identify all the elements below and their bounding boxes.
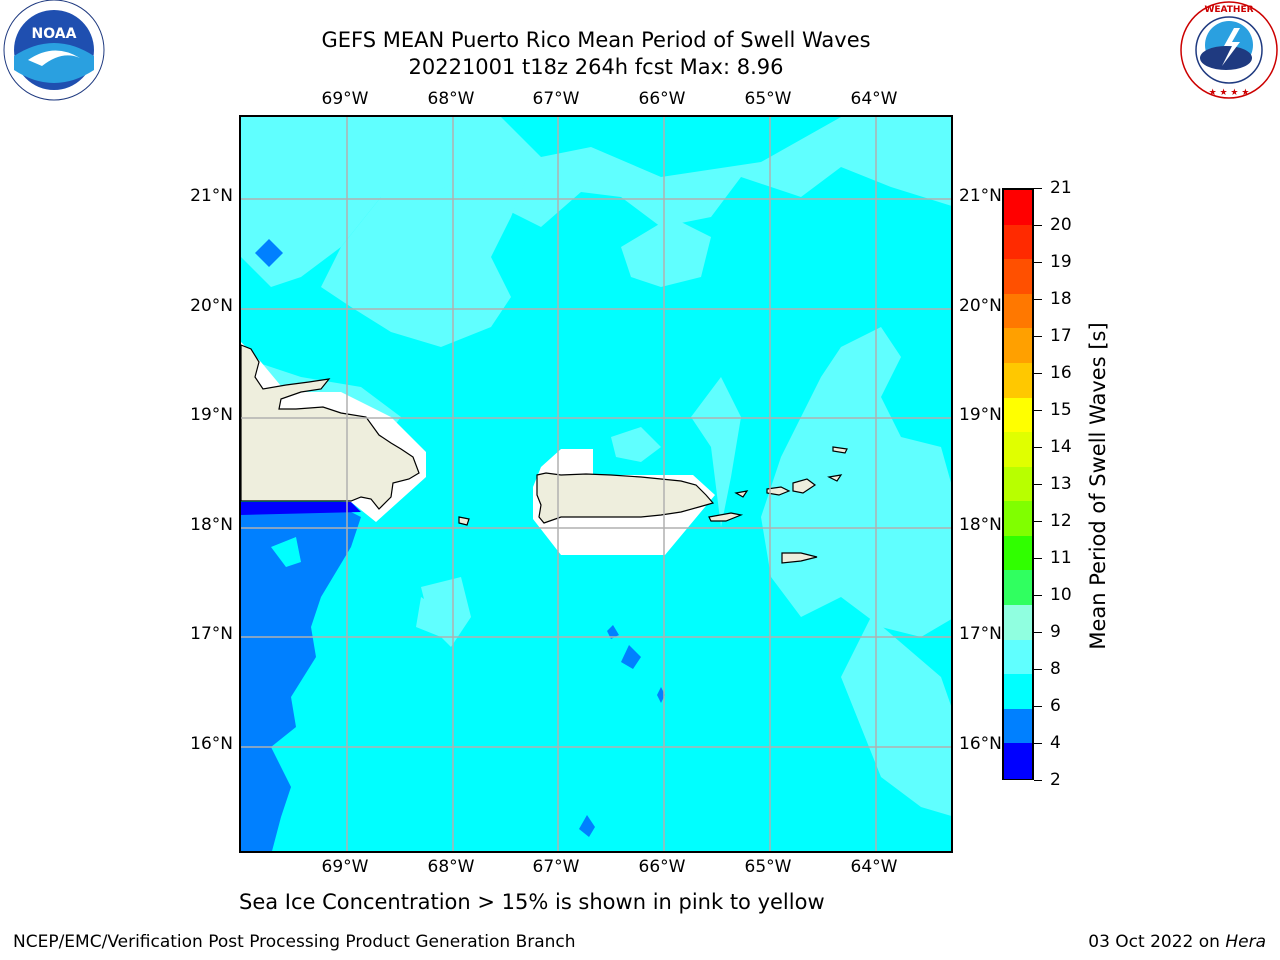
colorbar-tick: [1034, 447, 1042, 448]
lat-label-left: 16°N: [190, 734, 233, 754]
lat-label-right: 19°N: [959, 405, 1002, 425]
colorbar: [1002, 188, 1034, 780]
lon-label-bottom: 69°W: [321, 857, 369, 877]
map-frame[interactable]: [239, 115, 953, 853]
lon-label-bottom: 66°W: [638, 857, 686, 877]
colorbar-tick: [1034, 410, 1042, 411]
lon-label-top: 69°W: [321, 89, 369, 109]
small-islands: [458, 446, 848, 564]
colorbar-tick-label: 14: [1050, 437, 1072, 457]
map-title: GEFS MEAN Puerto Rico Mean Period of Swe…: [321, 28, 871, 52]
colorbar-tick-label: 2: [1050, 770, 1061, 790]
colorbar-tick-label: 13: [1050, 474, 1072, 494]
colorbar-tick: [1034, 706, 1042, 707]
lat-label-left: 19°N: [190, 405, 233, 425]
lat-label-right: 16°N: [959, 734, 1002, 754]
colorbar-title: Mean Period of Swell Waves [s]: [1086, 322, 1110, 650]
lon-label-top: 68°W: [427, 89, 475, 109]
lat-label-left: 21°N: [190, 186, 233, 206]
colorbar-tick: [1034, 743, 1042, 744]
colorbar-tick-label: 17: [1050, 326, 1072, 346]
colorbar-segment: [1004, 224, 1032, 260]
map-subtitle: 20221001 t18z 264h fcst Max: 8.96: [408, 55, 784, 79]
lon-label-top: 64°W: [850, 89, 898, 109]
nws-logo: WEATHER ★ ★ ★ ★: [1178, 0, 1280, 100]
lat-label-right: 21°N: [959, 186, 1002, 206]
lat-label-left: 17°N: [190, 624, 233, 644]
colorbar-tick-label: 18: [1050, 289, 1072, 309]
colorbar-segment: [1004, 293, 1032, 329]
lon-label-top: 65°W: [744, 89, 792, 109]
colorbar-tick-label: 9: [1050, 622, 1061, 642]
colorbar-segment: [1004, 674, 1032, 710]
svg-text:★ ★ ★ ★: ★ ★ ★ ★: [1209, 88, 1250, 98]
lat-label-right: 18°N: [959, 515, 1002, 535]
lat-label-right: 20°N: [959, 296, 1002, 316]
noaa-logo: NOAA: [2, 0, 106, 104]
sea-ice-note: Sea Ice Concentration > 15% is shown in …: [239, 890, 825, 914]
footer-host: Hera: [1225, 932, 1266, 952]
lat-label-left: 20°N: [190, 296, 233, 316]
lat-label-left: 18°N: [190, 515, 233, 535]
colorbar-segment: [1004, 190, 1032, 226]
colorbar-segment: [1004, 501, 1032, 537]
hispaniola-landmass: [241, 344, 420, 510]
lon-label-bottom: 68°W: [427, 857, 475, 877]
colorbar-tick-label: 6: [1050, 696, 1061, 716]
colorbar-tick: [1034, 225, 1042, 226]
colorbar-tick-label: 21: [1050, 178, 1072, 198]
lon-label-bottom: 67°W: [532, 857, 580, 877]
lat-label-right: 17°N: [959, 624, 1002, 644]
footer-left: NCEP/EMC/Verification Post Processing Pr…: [13, 932, 576, 952]
colorbar-segment: [1004, 570, 1032, 606]
colorbar-segment: [1004, 708, 1032, 744]
colorbar-segment: [1004, 535, 1032, 572]
lon-label-top: 66°W: [638, 89, 686, 109]
colorbar-tick-label: 15: [1050, 400, 1072, 420]
colorbar-segment: [1004, 432, 1032, 468]
colorbar-tick: [1034, 262, 1042, 263]
colorbar-tick-label: 10: [1050, 585, 1072, 605]
colorbar-segment: [1004, 259, 1032, 295]
svg-text:WEATHER: WEATHER: [1204, 5, 1253, 15]
colorbar-tick-label: 8: [1050, 659, 1061, 679]
colorbar-tick: [1034, 595, 1042, 596]
contour-4-6: [241, 239, 665, 851]
footer-date: 03 Oct 2022 on: [1088, 932, 1226, 952]
colorbar-tick-label: 16: [1050, 363, 1072, 383]
contour-6-8-patch: [271, 537, 301, 567]
svg-text:NOAA: NOAA: [32, 26, 77, 42]
colorbar-segment: [1004, 743, 1032, 779]
colorbar-tick: [1034, 632, 1042, 633]
colorbar-tick: [1034, 299, 1042, 300]
colorbar-tick-label: 11: [1050, 548, 1072, 568]
colorbar-segment: [1004, 362, 1032, 399]
puerto-rico-landmass: [536, 472, 715, 524]
colorbar-tick-label: 12: [1050, 511, 1072, 531]
gridlines: [241, 117, 951, 851]
colorbar-tick: [1034, 558, 1042, 559]
colorbar-tick: [1034, 336, 1042, 337]
colorbar-segment: [1004, 397, 1032, 433]
colorbar-tick-label: 20: [1050, 215, 1072, 235]
colorbar-tick: [1034, 188, 1042, 189]
colorbar-tick-label: 4: [1050, 733, 1061, 753]
colorbar-segment: [1004, 466, 1032, 502]
colorbar-tick: [1034, 669, 1042, 670]
lon-label-bottom: 64°W: [850, 857, 898, 877]
footer-right: 03 Oct 2022 on Hera: [1088, 932, 1266, 952]
colorbar-tick: [1034, 373, 1042, 374]
colorbar-tick: [1034, 484, 1042, 485]
colorbar-tick: [1034, 521, 1042, 522]
lon-label-top: 67°W: [532, 89, 580, 109]
colorbar-segment: [1004, 605, 1032, 641]
colorbar-segment: [1004, 639, 1032, 675]
contour-2-4: [241, 502, 361, 515]
lon-label-bottom: 65°W: [744, 857, 792, 877]
colorbar-segment: [1004, 328, 1032, 364]
colorbar-tick: [1034, 780, 1042, 781]
colorbar-tick-label: 19: [1050, 252, 1072, 272]
